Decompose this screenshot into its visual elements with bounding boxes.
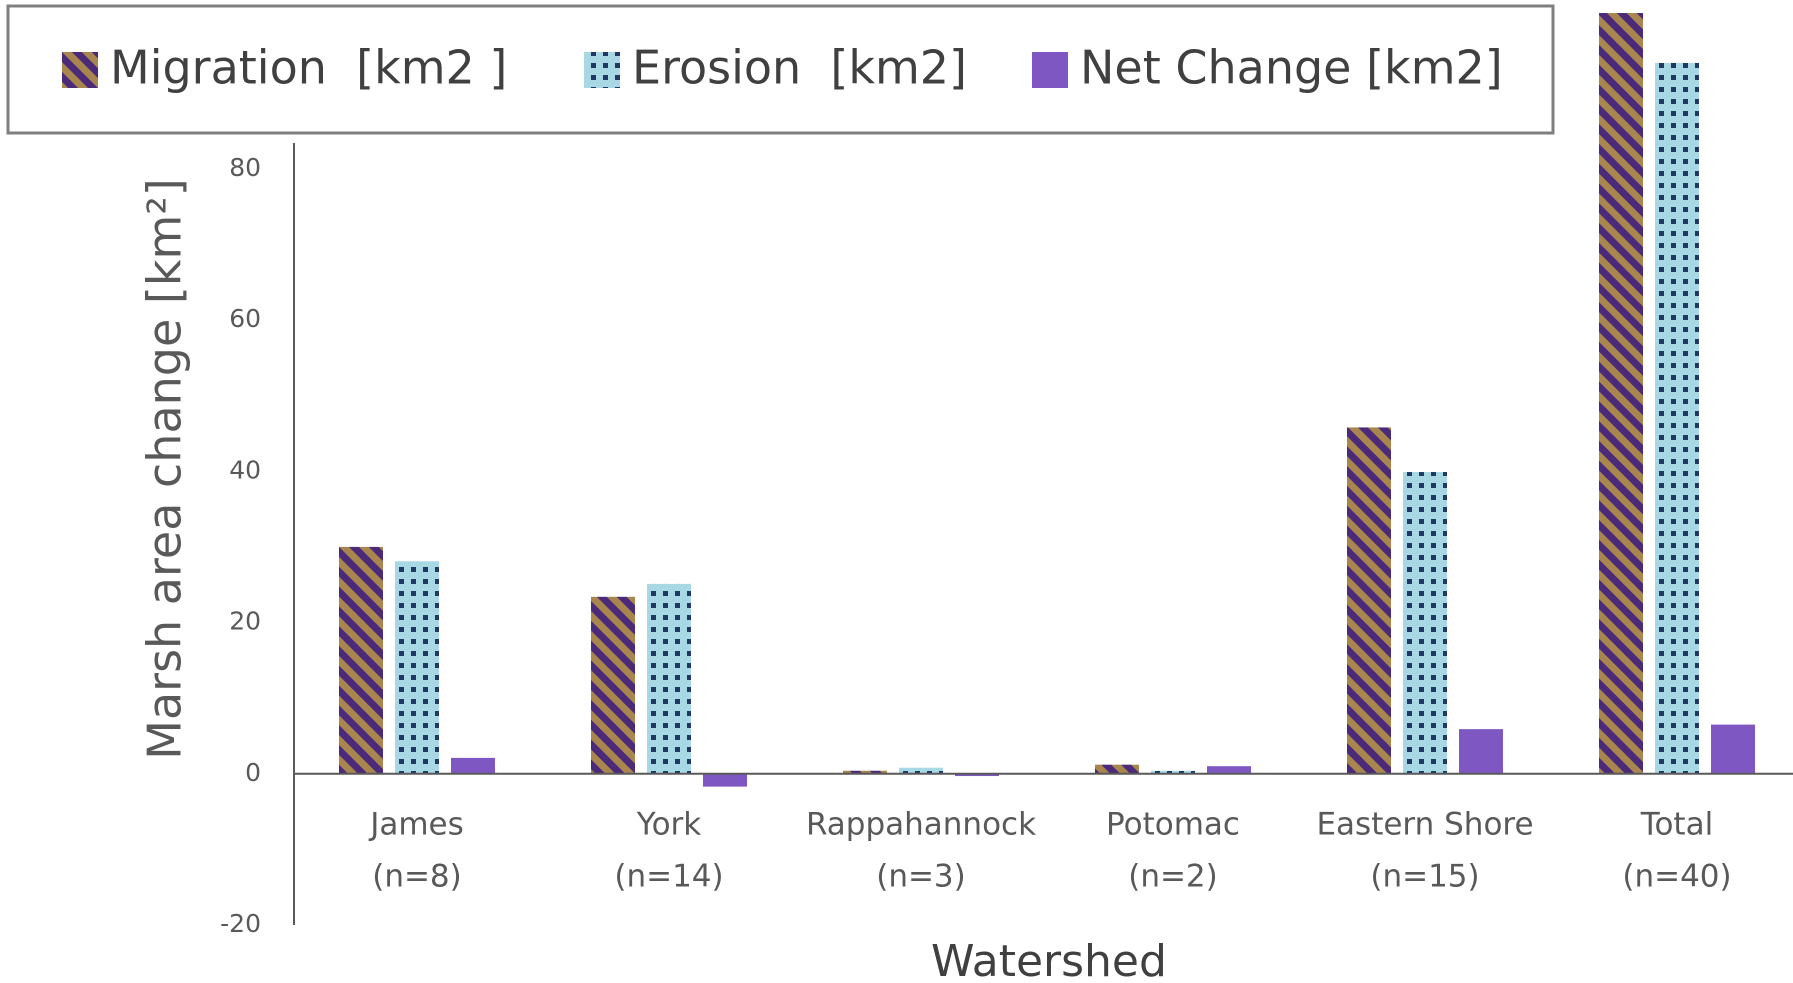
- bar: [1711, 724, 1755, 774]
- legend-label: Erosion [km2]: [632, 41, 967, 95]
- x-tick-sublabel: (n=8): [372, 859, 462, 895]
- y-axis-title: Marsh area change [km²]: [138, 178, 192, 759]
- bar: [1655, 62, 1699, 774]
- x-tick-label: Eastern Shore: [1316, 807, 1533, 843]
- bar: [1347, 427, 1391, 774]
- x-tick-label: York: [636, 807, 702, 843]
- y-tick-label: 60: [229, 304, 261, 333]
- x-tick-sublabel: (n=40): [1622, 859, 1731, 895]
- x-tick-sublabel: (n=14): [614, 859, 723, 895]
- y-tick-label: 0: [245, 758, 261, 787]
- y-tick-label: 20: [229, 607, 261, 636]
- legend-swatch: [584, 52, 620, 88]
- legend-label: Migration [km2 ]: [110, 41, 507, 95]
- bar: [339, 546, 383, 774]
- bar: [899, 767, 943, 774]
- bar: [1095, 764, 1139, 774]
- x-tick-label: Rappahannock: [806, 807, 1036, 843]
- x-tick-label: Total: [1640, 807, 1713, 843]
- legend: Migration [km2 ] Erosion [km2] Net Change …: [6, 4, 1555, 135]
- x-tick-label: Potomac: [1106, 807, 1240, 843]
- bar: [1403, 472, 1447, 774]
- bar: [647, 583, 691, 774]
- legend-swatch: [1032, 52, 1068, 88]
- x-tick-sublabel: (n=15): [1370, 859, 1479, 895]
- bar: [451, 757, 495, 774]
- legend-label: Net Change [km2]: [1080, 41, 1503, 95]
- x-tick-sublabel: (n=3): [876, 859, 966, 895]
- x-axis-title: Watershed: [931, 936, 1167, 983]
- bar: [955, 773, 999, 777]
- bar: [591, 596, 635, 774]
- y-tick-label: -20: [220, 909, 261, 938]
- x-tick-sublabel: (n=2): [1128, 859, 1218, 895]
- x-tick-label: James: [368, 807, 464, 843]
- bar: [843, 770, 887, 774]
- y-tick-label: 80: [229, 153, 261, 182]
- bar: [1599, 13, 1643, 774]
- bar: [1151, 770, 1195, 774]
- bar: [703, 773, 747, 787]
- bar: [1207, 766, 1251, 774]
- bar: [395, 561, 439, 774]
- y-tick-label: 40: [229, 455, 261, 484]
- legend-swatch: [62, 52, 98, 88]
- legend-box: [6, 4, 1555, 135]
- bar: [1459, 729, 1503, 774]
